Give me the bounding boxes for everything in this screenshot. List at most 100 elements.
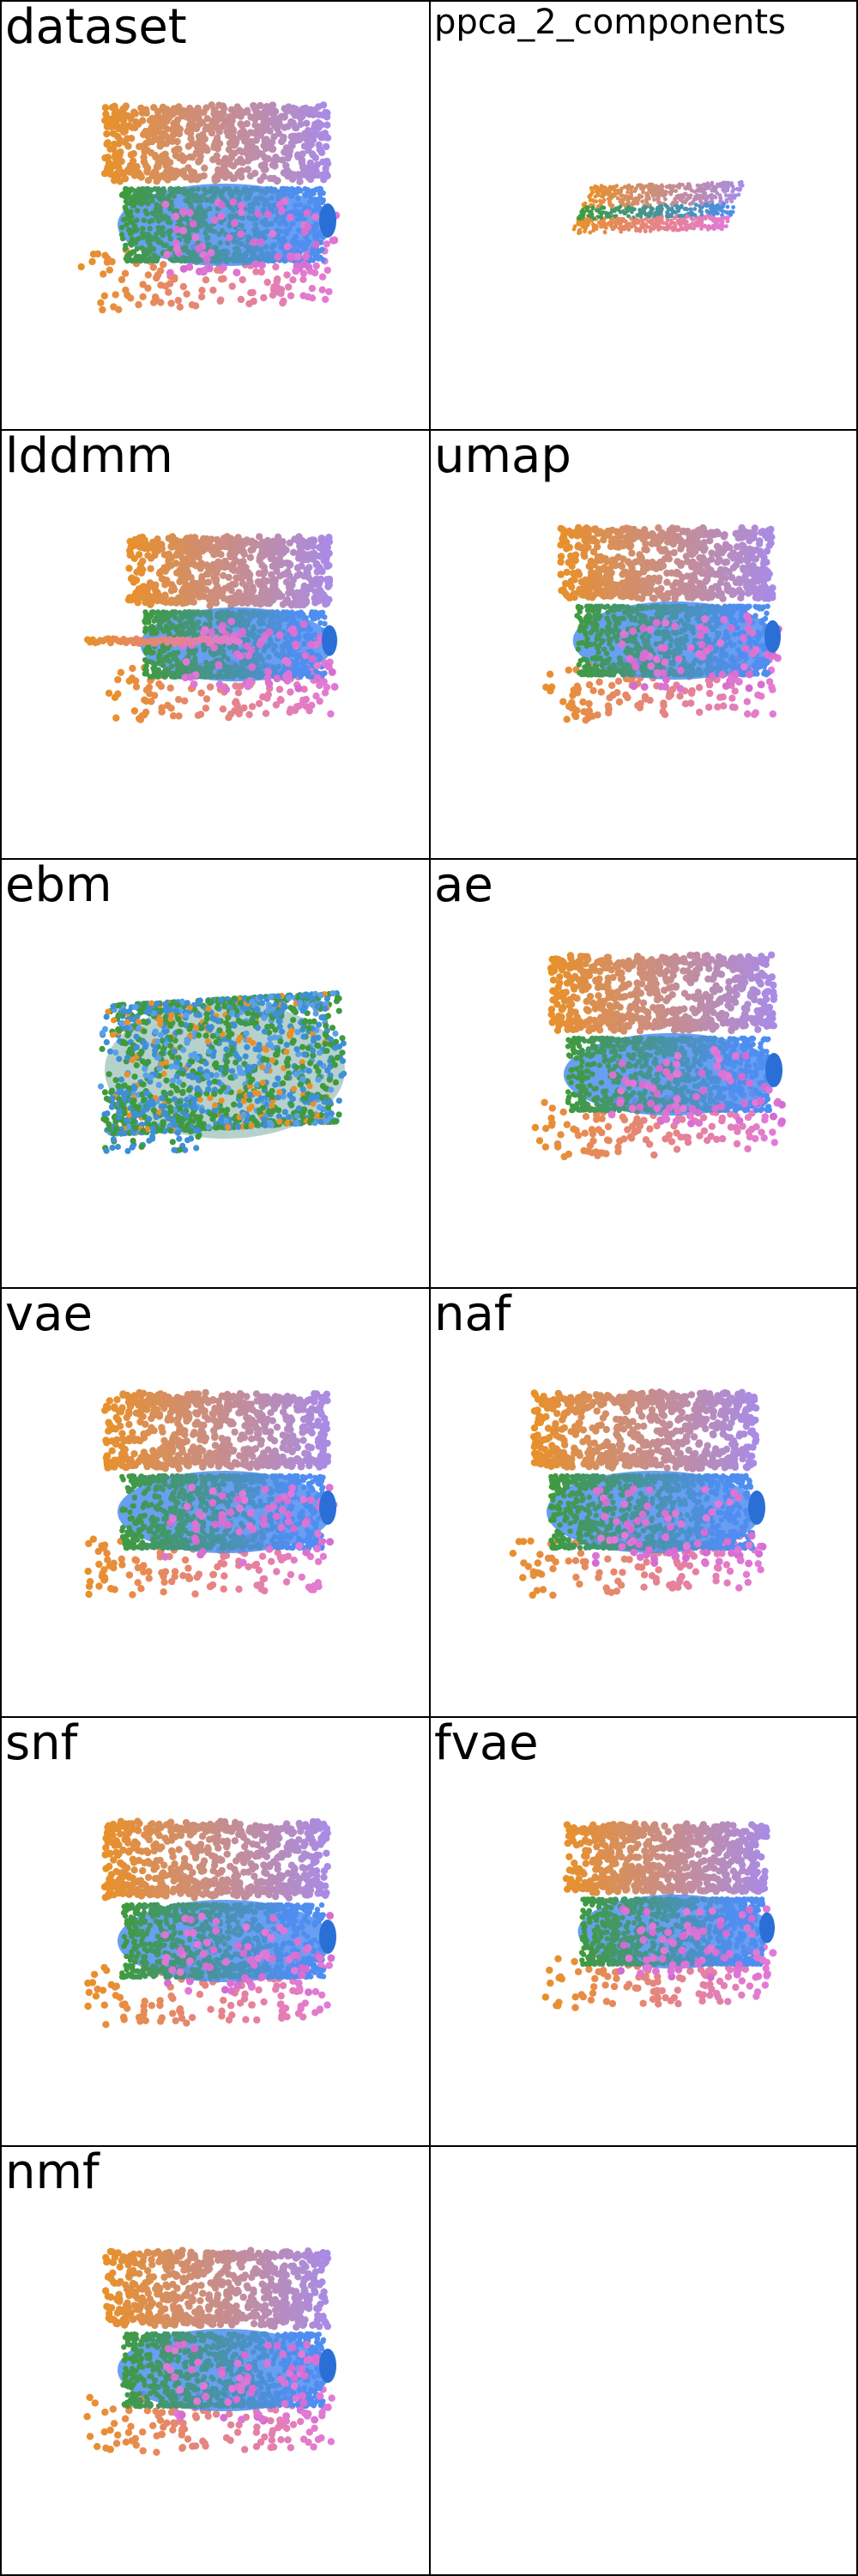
point [295, 227, 302, 233]
point [147, 601, 154, 608]
point [721, 531, 728, 539]
point [117, 148, 124, 156]
point [153, 178, 160, 185]
point [613, 223, 619, 227]
point [237, 208, 245, 216]
point [240, 253, 246, 259]
point [179, 156, 187, 165]
point [250, 297, 257, 305]
point [162, 161, 170, 169]
point [149, 120, 157, 128]
point [211, 257, 218, 264]
point [164, 657, 170, 663]
point [214, 661, 223, 669]
point [240, 659, 246, 666]
point [298, 215, 304, 221]
point [301, 203, 308, 210]
point [207, 621, 213, 627]
point [139, 245, 145, 251]
point [145, 644, 152, 650]
point [201, 135, 208, 143]
point [152, 295, 160, 303]
point [292, 124, 300, 132]
point [321, 689, 329, 697]
point [142, 697, 150, 705]
point [202, 704, 210, 712]
point [227, 191, 233, 197]
point [636, 220, 641, 225]
point [176, 623, 182, 630]
point [708, 203, 713, 208]
point [263, 136, 270, 143]
point [316, 698, 323, 705]
point [202, 255, 211, 263]
point [239, 215, 245, 221]
point [178, 208, 187, 216]
point [284, 643, 290, 649]
point [679, 226, 684, 230]
point [262, 234, 268, 241]
point [105, 159, 113, 167]
point [629, 203, 634, 207]
point [163, 672, 169, 678]
point [221, 653, 227, 659]
point [170, 597, 178, 605]
point [319, 609, 326, 615]
point [265, 628, 274, 637]
point [231, 239, 237, 245]
point [103, 130, 111, 138]
point [280, 297, 287, 305]
point [729, 181, 734, 185]
point [180, 599, 188, 607]
point [281, 598, 290, 607]
point [625, 190, 630, 195]
point [322, 543, 329, 551]
point [182, 657, 190, 666]
point [298, 671, 304, 678]
point [217, 563, 225, 571]
point [160, 261, 167, 269]
point [214, 186, 221, 193]
point [665, 204, 669, 209]
point [239, 122, 246, 130]
point [689, 213, 694, 218]
point [682, 191, 687, 197]
point [237, 673, 243, 679]
point [202, 586, 210, 594]
point [266, 174, 275, 183]
point [128, 242, 135, 248]
point [290, 237, 296, 243]
point [722, 215, 728, 221]
point [101, 104, 110, 112]
point [211, 122, 219, 130]
point [275, 235, 281, 241]
point [186, 121, 194, 129]
point [104, 154, 112, 161]
point [122, 286, 130, 294]
point [183, 290, 190, 298]
point [595, 565, 602, 573]
point [250, 238, 257, 246]
point [571, 227, 577, 232]
point [263, 278, 271, 287]
point [650, 221, 656, 227]
point [252, 136, 260, 144]
point [208, 101, 215, 109]
point [111, 693, 119, 701]
point [731, 193, 736, 198]
point [286, 213, 294, 221]
point [139, 281, 147, 288]
point [662, 226, 667, 230]
point [650, 207, 656, 211]
point [217, 239, 223, 246]
point [142, 667, 148, 673]
point [292, 267, 300, 275]
point [557, 558, 565, 566]
point [290, 613, 296, 619]
point [131, 535, 139, 544]
point [185, 105, 194, 112]
point [241, 609, 247, 615]
point [260, 172, 268, 180]
point [704, 198, 708, 203]
point [641, 190, 645, 195]
